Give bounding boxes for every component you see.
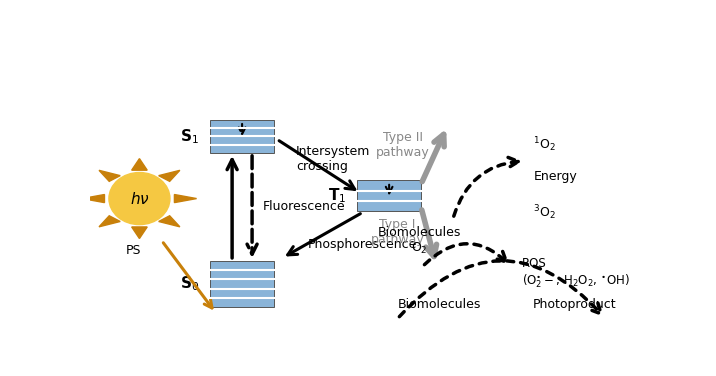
FancyArrowPatch shape	[454, 158, 518, 216]
Text: Photoproduct: Photoproduct	[533, 299, 616, 311]
Text: T$_1$: T$_1$	[328, 186, 346, 205]
Text: ROS
(O$_2^{\bullet}-$, H$_2$O$_2$, $^{\bullet}$OH): ROS (O$_2^{\bullet}-$, H$_2$O$_2$, $^{\b…	[523, 258, 630, 290]
Text: Type I
pathway: Type I pathway	[371, 218, 425, 246]
Polygon shape	[99, 170, 120, 181]
Text: $h\nu$: $h\nu$	[130, 191, 150, 206]
Text: S$_0$: S$_0$	[180, 274, 199, 293]
Text: S$_1$: S$_1$	[180, 127, 199, 146]
Text: Energy: Energy	[533, 170, 577, 183]
Polygon shape	[99, 216, 120, 227]
Bar	[211, 120, 274, 153]
Text: $^3$O$_2$: $^3$O$_2$	[533, 204, 556, 222]
Text: Intersystem
crossing: Intersystem crossing	[296, 145, 371, 173]
Text: Phosphorescence: Phosphorescence	[307, 238, 417, 251]
Text: $^1$O$_2$: $^1$O$_2$	[533, 136, 556, 155]
Text: Biomolecules: Biomolecules	[397, 299, 481, 311]
Polygon shape	[82, 194, 105, 203]
Text: Type II
pathway: Type II pathway	[376, 131, 430, 159]
Polygon shape	[132, 227, 147, 238]
Text: Biomolecules
O$_2$: Biomolecules O$_2$	[378, 226, 461, 256]
Polygon shape	[132, 159, 147, 170]
Polygon shape	[159, 170, 180, 181]
FancyArrowPatch shape	[425, 244, 506, 265]
Polygon shape	[159, 216, 180, 227]
Polygon shape	[175, 194, 197, 203]
Ellipse shape	[109, 173, 170, 224]
Text: Fluorescence: Fluorescence	[263, 200, 346, 214]
Bar	[357, 180, 421, 211]
FancyArrowPatch shape	[400, 261, 601, 317]
Bar	[211, 261, 274, 307]
Text: PS: PS	[126, 244, 142, 257]
